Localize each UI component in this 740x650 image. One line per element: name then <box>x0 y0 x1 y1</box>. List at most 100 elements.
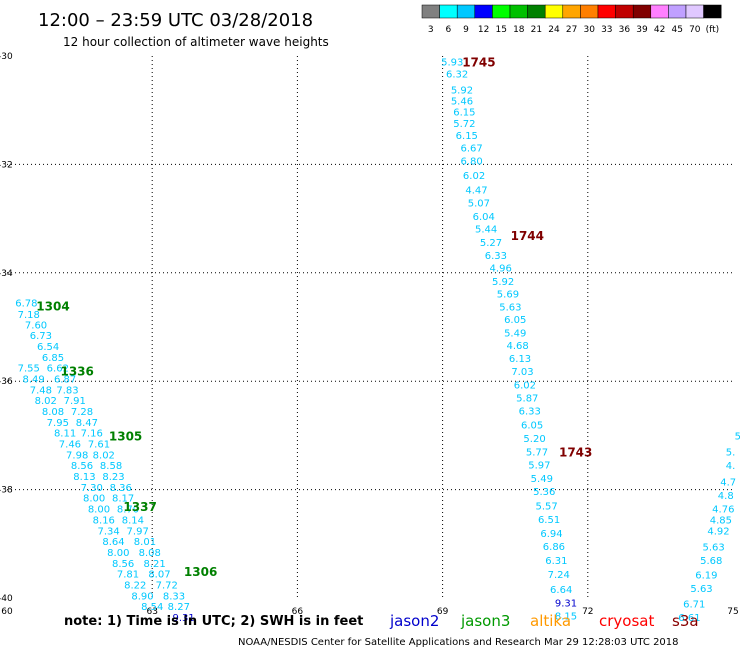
colorbar-swatch <box>703 4 722 19</box>
swh-value: 7.91 <box>64 396 86 407</box>
colorbar-swatch <box>456 4 476 19</box>
swh-value: 6.02 <box>514 380 536 391</box>
x-tick-label: 72 <box>582 607 593 617</box>
time-label: 1744 <box>511 229 544 243</box>
legend-item: cryosat <box>599 612 654 630</box>
swh-value: 8.49 <box>22 374 44 385</box>
swh-value: 8.56 <box>71 461 93 472</box>
swh-value: 8.13 <box>73 472 95 483</box>
swh-value: 8.54 <box>141 602 163 613</box>
swh-value: 7.46 <box>59 440 81 451</box>
time-label: 1745 <box>462 55 495 69</box>
swh-value: 5.63 <box>499 302 521 313</box>
swh-value: 6.78 <box>15 299 37 310</box>
colorbar-label: 12 <box>478 25 489 35</box>
swh-value: 4. <box>726 461 736 472</box>
swh-value: 4.76 <box>712 505 734 516</box>
swh-value: 5.20 <box>523 434 545 445</box>
legend-item: jason3 <box>460 612 510 630</box>
swh-value: 8.14 <box>122 515 144 526</box>
colorbar-swatch <box>685 4 704 19</box>
swh-value: 8.58 <box>100 461 122 472</box>
swh-value: 6.13 <box>509 354 531 365</box>
swh-value: 7.83 <box>56 385 78 396</box>
swh-value: 5.72 <box>453 119 475 130</box>
swh-value: 8.64 <box>102 537 124 548</box>
swh-value: 4.92 <box>707 526 729 537</box>
swh-value: 4.85 <box>710 515 732 526</box>
swh-value: 8.56 <box>112 559 134 570</box>
swh-value: 6.51 <box>538 515 560 526</box>
swh-value: 8.36 <box>110 483 132 494</box>
swh-value: 8.00 <box>107 548 129 559</box>
swh-value: 8.11 <box>54 429 76 440</box>
swh-value: 4.68 <box>506 341 528 352</box>
swh-value: 8.27 <box>168 602 190 613</box>
swh-value: 5.68 <box>700 556 722 567</box>
axis-ticks: 60 63 66 69 72 75 -30 -32 -34 -36 -38 -40 <box>0 52 739 617</box>
x-tick-label: 60 <box>1 607 13 617</box>
colorbar-label: 6 <box>446 25 452 35</box>
swh-value: 6.32 <box>446 69 468 80</box>
swh-value: 6.80 <box>461 157 483 168</box>
swh-value: 6.67 <box>461 144 483 155</box>
swh-value: 7.81 <box>117 570 139 581</box>
colorbar-swatch <box>562 4 581 19</box>
swh-value: 8.02 <box>35 396 57 407</box>
swh-value: 5.36 <box>533 487 555 498</box>
time-label: 1743 <box>559 446 592 460</box>
swh-value: 6.05 <box>521 421 543 432</box>
swh-value: 6.54 <box>37 342 59 353</box>
x-tick-label: 63 <box>146 607 157 617</box>
time-label: 1336 <box>60 364 93 378</box>
colorbar-label: 39 <box>636 25 648 35</box>
colorbar-label: 9 <box>463 25 469 35</box>
swh-value: 9.31 <box>555 598 577 609</box>
swh-value: 8.15 <box>555 611 577 622</box>
swh-value: 8.17 <box>112 494 134 505</box>
colorbar-label: 42 <box>654 25 665 35</box>
swh-value: 7.72 <box>156 580 178 591</box>
colorbar: 3 6 9 12 15 18 21 24 27 30 33 36 39 42 45 70 (ft) <box>421 4 722 35</box>
swh-value: 5.69 <box>497 289 519 300</box>
swh-value: 8.00 <box>88 505 110 516</box>
swh-value: 8.22 <box>124 580 146 591</box>
swh-value: 7.48 <box>30 385 52 396</box>
colorbar-label: 36 <box>619 25 631 35</box>
swh-value: 8.01 <box>134 537 156 548</box>
colorbar-swatch <box>650 4 669 19</box>
swh-value: 8.47 <box>76 418 98 429</box>
time-label: 1337 <box>123 500 156 514</box>
y-tick-label: -38 <box>0 486 13 496</box>
swh-value: 5.97 <box>528 461 550 472</box>
swh-value: 7.61 <box>88 440 110 451</box>
colorbar-swatch <box>509 4 528 19</box>
swh-value: 4.8 <box>718 491 734 502</box>
colorbar-swatch <box>527 4 546 19</box>
swh-value: 7.16 <box>81 429 103 440</box>
legend-item: jason2 <box>389 612 439 630</box>
swh-value: 6.94 <box>540 529 562 540</box>
swh-value: 5.49 <box>531 474 553 485</box>
swh-value: 9.31 <box>173 613 195 624</box>
y-tick-label: -40 <box>0 594 13 604</box>
colorbar-swatch <box>632 4 652 19</box>
time-labels: 1745 1744 1743 1304 1336 1305 1337 1306 <box>36 55 592 578</box>
swh-value: 7.03 <box>511 367 533 378</box>
swh-value: 6.85 <box>42 353 64 364</box>
swh-value: 6.64 <box>550 585 572 596</box>
swh-value: 4.96 <box>490 263 512 274</box>
swh-value: 5.44 <box>475 224 497 235</box>
colorbar-swatch <box>492 4 511 19</box>
swh-value: 6.04 <box>473 212 495 223</box>
swh-value: 6.86 <box>543 542 565 553</box>
swh-value: 5.87 <box>516 393 538 404</box>
x-tick-label: 69 <box>437 607 449 617</box>
swh-value: 8.08 <box>42 407 64 418</box>
chart-subtitle: 12 hour collection of altimeter wave hei… <box>63 35 329 49</box>
swh-value: 5.63 <box>703 543 725 554</box>
swh-value: 6.31 <box>545 556 567 567</box>
swh-value: 5.63 <box>690 584 712 595</box>
swh-value: 6.05 <box>504 315 526 326</box>
